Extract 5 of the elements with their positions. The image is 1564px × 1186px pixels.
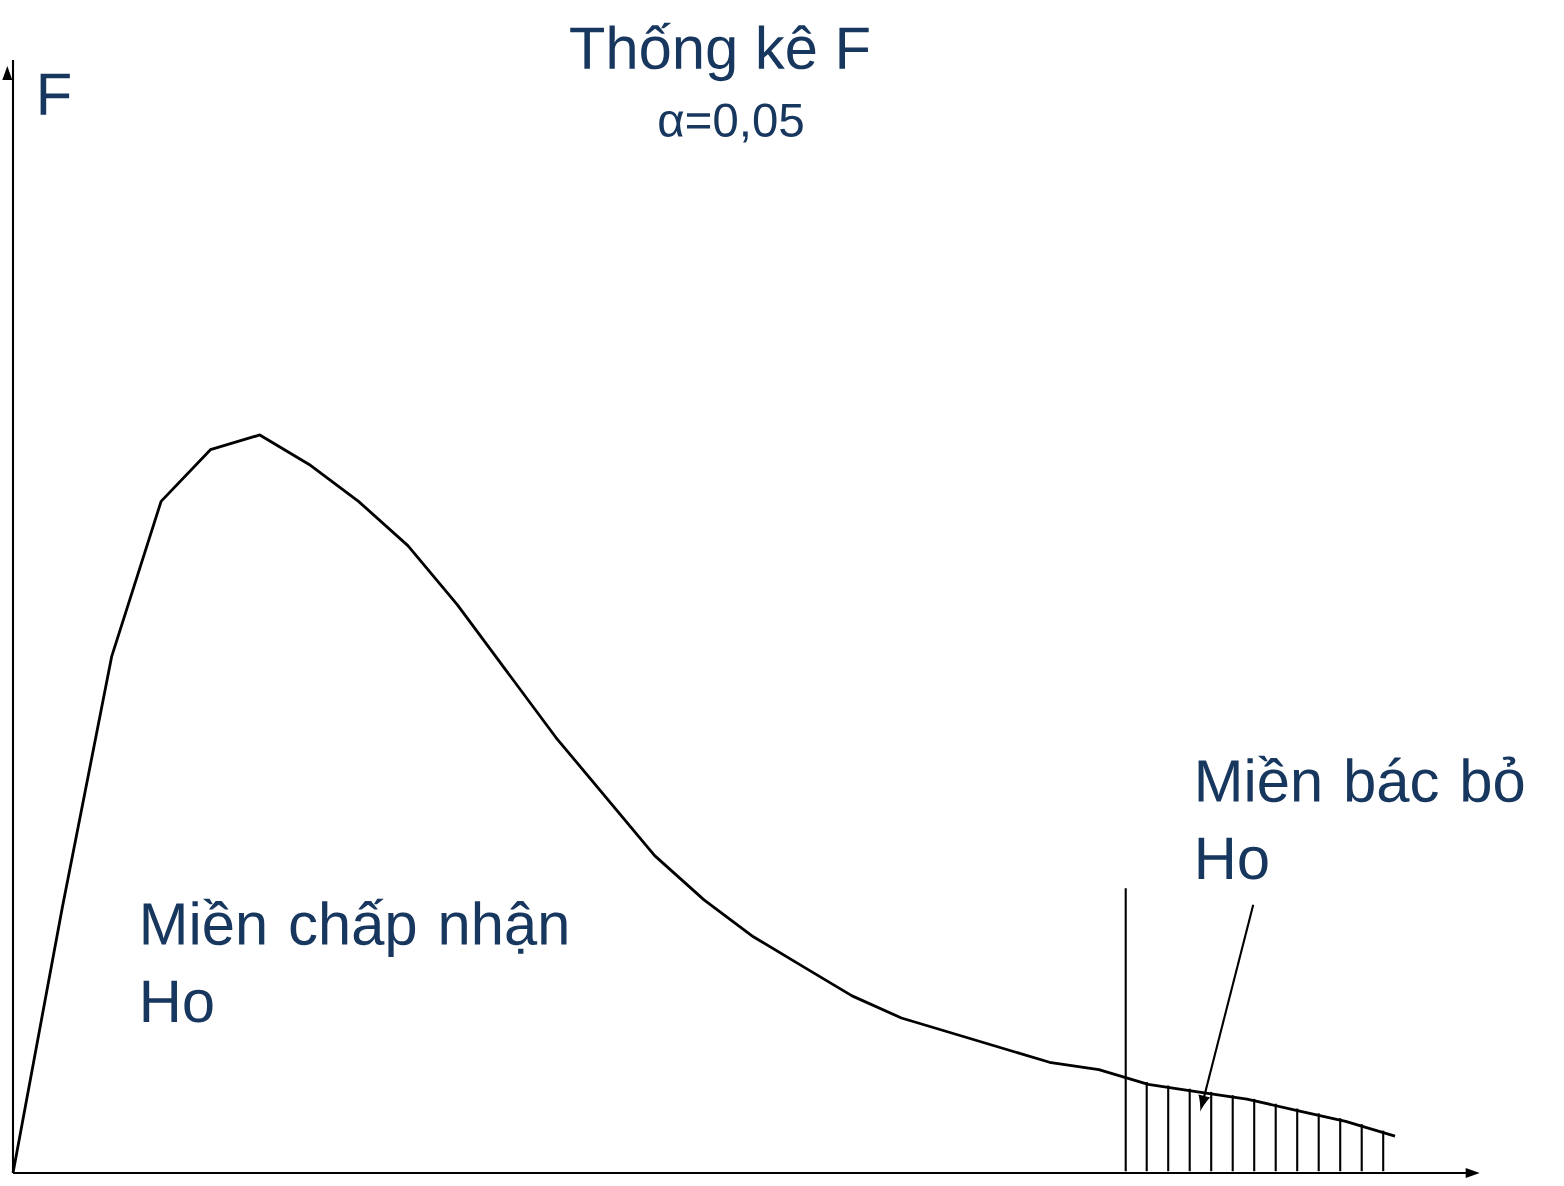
annotation: Miền bác bỏ Ho <box>1198 755 1524 880</box>
chart-title: Thống kê F <box>570 22 869 82</box>
text: F <box>40 73 70 115</box>
annotation: Miền chấp nhận Ho <box>143 898 567 1023</box>
chart-subtitle: α=0,05 <box>659 103 803 143</box>
